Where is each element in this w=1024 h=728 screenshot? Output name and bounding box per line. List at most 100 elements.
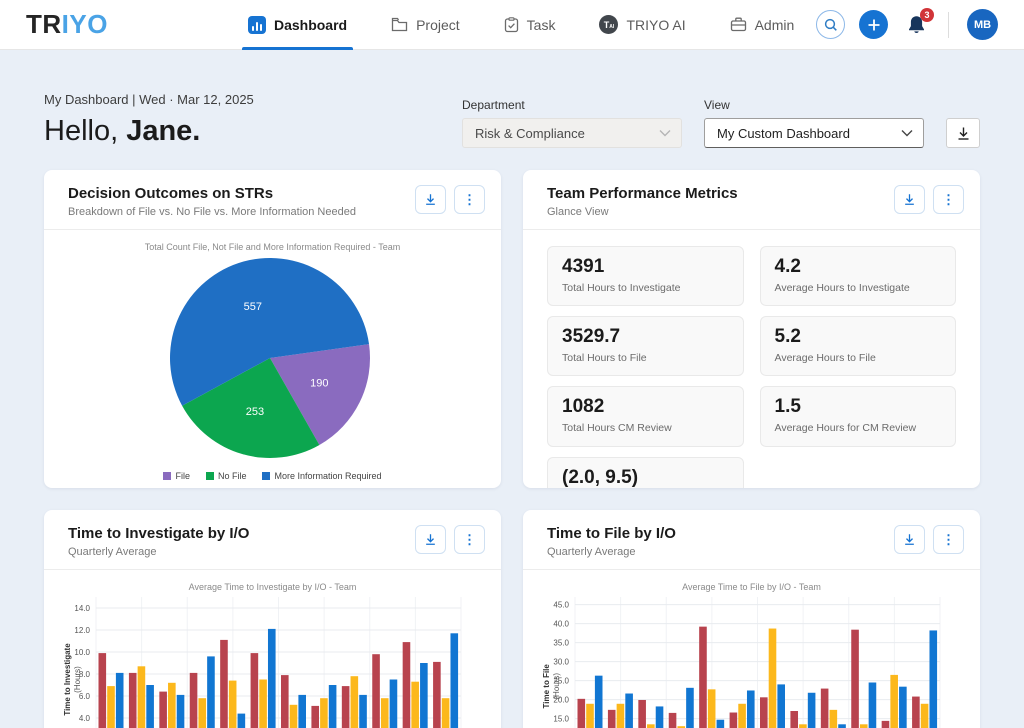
download-card-button[interactable] [894,185,925,214]
briefcase-icon [730,17,747,32]
download-card-button[interactable] [894,525,925,554]
stat-box: 5.2Average Hours to File [760,316,957,376]
pie-legend: File No File More Information Required [44,471,501,481]
pie-chart-title: Total Count File, Not File and More Info… [44,242,501,252]
plus-icon [867,18,881,32]
logo-text-dark: TR [26,9,62,39]
download-card-button[interactable] [415,525,446,554]
cards-row-2: Time to Investigate by I/O Quarterly Ave… [44,510,980,728]
svg-text:557: 557 [244,301,262,313]
avatar[interactable]: MB [967,9,998,40]
svg-text:12.0: 12.0 [74,626,90,635]
clipboard-check-icon [504,17,519,33]
svg-text:14.0: 14.0 [74,604,90,613]
download-icon [903,533,916,546]
search-icon [824,18,838,32]
top-navigation: TRIYO Dashboard Project Task TAI TRIYO A… [0,0,1024,50]
svg-text:15.0: 15.0 [553,715,569,724]
download-icon [956,126,971,141]
card-menu-button[interactable]: ⋮ [454,185,485,214]
card-time-to-file: Time to File by I/O Quarterly Average ⋮ … [523,510,980,728]
bar-chart-title: Average Time to Investigate by I/O - Tea… [44,582,501,592]
view-select[interactable]: My Custom Dashboard [704,118,924,148]
svg-text:(Hours): (Hours) [73,666,82,693]
pie-chart: 190 253 557 [44,252,501,464]
logo-text-blue: IYO [62,9,108,39]
download-icon [903,193,916,206]
legend-item: No File [206,471,247,481]
folder-icon [391,17,408,32]
tab-label: TRIYO AI [626,17,685,33]
legend-item: More Information Required [262,471,381,481]
legend-swatch [163,472,171,480]
card-title: Time to Investigate by I/O [68,525,249,542]
tab-label: Project [416,17,460,33]
svg-text:30.0: 30.0 [553,658,569,667]
notifications-button[interactable]: 3 [902,11,930,39]
metrics-grid: 4391Total Hours to Investigate 4.2Averag… [523,230,980,488]
stat-box: 1082Total Hours CM Review [547,386,744,446]
chevron-down-icon [659,129,671,137]
filters: Department Risk & Compliance View My Cus… [462,98,980,148]
tab-triyo-ai[interactable]: TAI TRIYO AI [599,0,685,50]
legend-item: File [163,471,190,481]
svg-text:Time to File: Time to File [542,664,551,709]
stat-box: 4391Total Hours to Investigate [547,246,744,306]
tab-project[interactable]: Project [391,0,460,50]
card-decision-outcomes: Decision Outcomes on STRs Breakdown of F… [44,170,501,488]
card-menu-button[interactable]: ⋮ [933,185,964,214]
tab-admin[interactable]: Admin [730,0,795,50]
svg-text:45.0: 45.0 [553,601,569,610]
card-subtitle: Glance View [547,206,738,218]
svg-text:35.0: 35.0 [553,639,569,648]
download-icon [424,193,437,206]
chevron-down-icon [901,129,913,137]
svg-text:40.0: 40.0 [553,620,569,629]
bar-chart-title: Average Time to File by I/O - Team [523,582,980,592]
card-title: Time to File by I/O [547,525,676,542]
dashboard-chart-icon [248,16,266,34]
download-icon [424,533,437,546]
card-subtitle: Quarterly Average [68,546,249,558]
export-dashboard-button[interactable] [946,118,980,148]
notification-badge: 3 [920,8,934,22]
card-title: Decision Outcomes on STRs [68,185,356,202]
tab-label: Admin [755,17,795,33]
app-logo[interactable]: TRIYO [26,9,108,40]
dashboard-page: My Dashboard | Wed · Mar 12, 2025 Hello,… [0,92,1024,728]
card-menu-button[interactable]: ⋮ [933,525,964,554]
card-team-performance: Team Performance Metrics Glance View ⋮ 4… [523,170,980,488]
card-menu-button[interactable]: ⋮ [454,525,485,554]
card-title: Team Performance Metrics [547,185,738,202]
download-card-button[interactable] [415,185,446,214]
card-subtitle: Quarterly Average [547,546,676,558]
stat-box: 3529.7Total Hours to File [547,316,744,376]
nav-divider [948,12,949,38]
legend-swatch [206,472,214,480]
search-button[interactable] [816,10,845,39]
svg-text:190: 190 [310,377,328,389]
card-subtitle: Breakdown of File vs. No File vs. More I… [68,206,356,218]
add-button[interactable] [859,10,888,39]
tab-label: Task [527,17,556,33]
stat-box: 1.5Average Hours for CM Review [760,386,957,446]
bar-chart-investigate: 2.04.06.08.010.012.014.0Time to Investig… [44,592,501,728]
svg-text:Time to Investigate: Time to Investigate [63,643,72,716]
view-label: View [704,98,924,112]
legend-swatch [262,472,270,480]
card-time-to-investigate: Time to Investigate by I/O Quarterly Ave… [44,510,501,728]
svg-text:(Hours): (Hours) [552,673,561,700]
tab-task[interactable]: Task [504,0,556,50]
stat-box: (2.0, 9.5)95% confidence interval for ho… [547,457,744,488]
nav-right-actions: 3 MB [816,9,998,40]
department-select[interactable]: Risk & Compliance [462,118,682,148]
stat-box: 4.2Average Hours to Investigate [760,246,957,306]
tab-dashboard[interactable]: Dashboard [248,0,347,50]
svg-text:4.0: 4.0 [79,714,91,723]
triyo-ai-icon: TAI [599,15,618,34]
hero-row: My Dashboard | Wed · Mar 12, 2025 Hello,… [44,92,980,148]
svg-text:10.0: 10.0 [74,648,90,657]
svg-text:253: 253 [246,406,264,418]
bar-chart-file: 5.010.015.020.025.030.035.040.045.0Time … [523,592,980,728]
cards-row-1: Decision Outcomes on STRs Breakdown of F… [44,170,980,488]
